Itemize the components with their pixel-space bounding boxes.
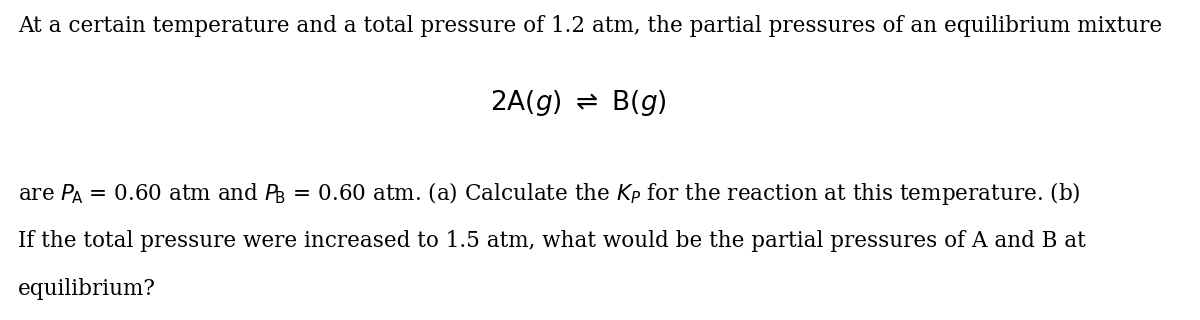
Text: $2\mathrm{A}(g)\ \rightleftharpoons\ \mathrm{B}(g)$: $2\mathrm{A}(g)\ \rightleftharpoons\ \ma… [490,88,667,118]
Text: are $P_{\!\mathrm{A}}$ = 0.60 atm and $P_{\!\mathrm{B}}$ = 0.60 atm. (a) Calcula: are $P_{\!\mathrm{A}}$ = 0.60 atm and $P… [18,180,1081,207]
Text: At a certain temperature and a total pressure of 1.2 atm, the partial pressures : At a certain temperature and a total pre… [18,15,1162,37]
Text: If the total pressure were increased to 1.5 atm, what would be the partial press: If the total pressure were increased to … [18,230,1086,252]
Text: equilibrium?: equilibrium? [18,278,156,300]
